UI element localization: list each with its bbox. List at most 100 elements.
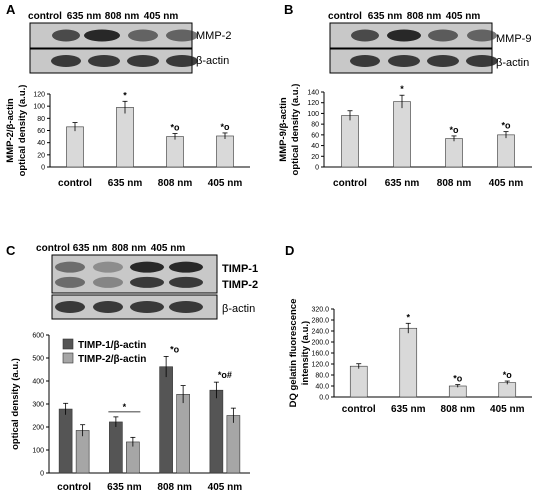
y-tick-label: 0 [315, 165, 319, 172]
y-tick-label: 600 [32, 333, 44, 340]
bar [399, 327, 418, 398]
panel-letter: D [285, 243, 294, 258]
bar [497, 134, 515, 168]
blot-band [88, 55, 120, 67]
lane-label: 405 nm [446, 11, 481, 22]
blot-band [55, 301, 85, 313]
panel-letter: C [6, 243, 16, 258]
blot-band [428, 29, 458, 42]
bar [341, 115, 359, 168]
y-tick-label: 40.0 [315, 384, 329, 391]
legend-swatch [62, 352, 74, 364]
y-tick-label: 20 [37, 152, 45, 159]
western-blot [329, 22, 497, 49]
panel-letter: B [284, 2, 293, 17]
significance-mark: *o [450, 125, 460, 135]
y-tick-label: 400 [32, 379, 44, 386]
x-tick-label: 808 nm [437, 178, 472, 189]
bar [209, 389, 224, 474]
blot-band [93, 261, 123, 273]
lane-label: 635 nm [73, 243, 108, 254]
y-tick-label: 80 [37, 116, 45, 123]
bar [448, 385, 467, 398]
blot-band [55, 261, 85, 273]
western-blot [51, 254, 218, 294]
lane-label: control [36, 243, 70, 254]
lane-label: 405 nm [144, 11, 179, 22]
panel-letter: A [6, 2, 16, 17]
y-tick-label: 60 [37, 128, 45, 135]
blot-band [51, 55, 81, 67]
y-tick-label: 240.0 [311, 329, 329, 336]
lane-label: 808 nm [112, 243, 147, 254]
blot-band [128, 29, 158, 42]
blot-band [466, 55, 498, 67]
bar-chart: 0 20 40 60 80 100 120 MMP-2/β-actin optical dens… [5, 85, 250, 189]
y-axis-label: optical density (a.u.) [10, 358, 21, 450]
bar [166, 136, 184, 168]
blot-band [130, 276, 164, 288]
x-tick-label: 808 nm [158, 178, 193, 189]
bar-chart: 0 100 200 300 400 500 600 optical density (a.u.… [10, 333, 250, 493]
bar [75, 430, 90, 474]
blot-band [52, 29, 80, 42]
y-tick-label: 60 [311, 132, 319, 139]
y-tick-label: 200.0 [311, 340, 329, 347]
blot-band [93, 276, 123, 288]
y-tick-label: 0 [41, 165, 45, 172]
significance-mark: *o [171, 123, 181, 133]
lane-label: 405 nm [151, 243, 186, 254]
bar [216, 135, 234, 168]
bar-chart: 0.0 40.0 80.0 120.0 160.0 200.0 240.0 280.0 320.… [288, 299, 532, 415]
y-tick-label: 120 [33, 92, 45, 99]
bar [176, 394, 190, 474]
lane-label: 635 nm [67, 11, 102, 22]
blot-band [127, 55, 159, 67]
bar [498, 382, 517, 398]
x-tick-label: 635 nm [108, 178, 143, 189]
western-blot [29, 22, 198, 49]
blot-band [427, 55, 459, 67]
blot-label: β-actin [196, 55, 229, 67]
x-tick-label: 405 nm [208, 178, 243, 189]
y-tick-label: 40 [37, 140, 45, 147]
x-tick-label: 808 nm [157, 482, 192, 493]
x-tick-label: 635 nm [391, 404, 426, 415]
x-tick-label: control [57, 482, 91, 493]
y-axis-label: optical density (a.u.) [17, 85, 28, 177]
y-axis-label: DQ gelatin fluorescence [288, 299, 299, 408]
y-tick-label: 140 [307, 90, 319, 97]
bar [66, 126, 84, 168]
bar-chart: 0 20 40 60 80 100 120 140 MMP-9/β-actin optical d… [278, 84, 532, 189]
significance-mark: * [406, 312, 410, 322]
y-tick-label: 100 [307, 111, 319, 118]
y-tick-label: 100 [33, 104, 45, 111]
western-blot [29, 48, 198, 74]
bar [349, 365, 368, 398]
bar [126, 441, 140, 474]
y-axis-label: MMP-2/β-actin [5, 98, 16, 163]
significance-mark: *o [453, 374, 463, 384]
bar [393, 101, 411, 168]
x-tick-label: control [58, 178, 92, 189]
bar [58, 408, 73, 474]
lane-label: control [28, 11, 62, 22]
x-tick-label: 808 nm [441, 404, 476, 415]
significance-mark: *o# [218, 370, 232, 380]
blot-label: MMP-2 [196, 30, 231, 42]
significance-mark: * [123, 402, 127, 412]
significance-mark: *o [170, 344, 180, 354]
y-axis-label: MMP-9/β-actin [278, 97, 289, 162]
blot-band [467, 29, 497, 42]
y-tick-label: 280.0 [311, 318, 329, 325]
panel-d: D 0.0 40.0 80.0 120.0 160.0 200.0 240.0 280.0 320… [285, 243, 532, 415]
blot-band [350, 55, 380, 67]
blot-label: β-actin [496, 57, 529, 69]
lane-label: 635 nm [368, 11, 403, 22]
y-tick-label: 120.0 [311, 362, 329, 369]
significance-mark: *o [502, 121, 512, 131]
